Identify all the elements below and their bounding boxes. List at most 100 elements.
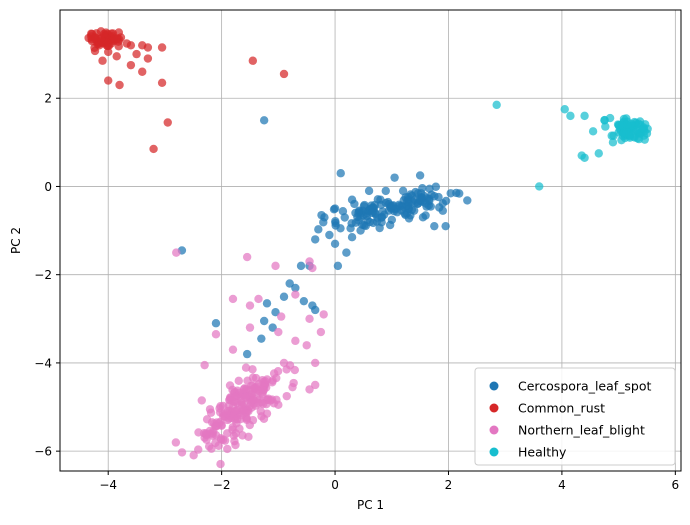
point-cercospora-leaf-spot bbox=[262, 299, 272, 308]
point-northern-leaf-blight bbox=[241, 363, 251, 372]
point-cercospora-leaf-spot bbox=[430, 192, 439, 201]
legend-marker-common-rust bbox=[489, 403, 499, 413]
point-cercospora-leaf-spot bbox=[257, 334, 266, 343]
point-cercospora-leaf-spot bbox=[407, 197, 417, 206]
point-northern-leaf-blight bbox=[247, 398, 256, 407]
point-northern-leaf-blight bbox=[177, 448, 187, 457]
point-cercospora-leaf-spot bbox=[319, 218, 328, 227]
legend: Cercospora_leaf_spot Common_rust Norther… bbox=[474, 367, 676, 466]
point-cercospora-leaf-spot bbox=[279, 292, 289, 301]
point-healthy bbox=[560, 105, 569, 114]
point-northern-leaf-blight bbox=[220, 436, 230, 445]
point-cercospora-leaf-spot bbox=[356, 213, 365, 222]
point-common-rust bbox=[115, 80, 124, 90]
legend-label-healthy: Healthy bbox=[518, 445, 567, 460]
point-common-rust bbox=[163, 118, 172, 127]
x-tick-label: 4 bbox=[558, 478, 566, 492]
point-cercospora-leaf-spot bbox=[242, 349, 252, 359]
point-northern-leaf-blight bbox=[239, 405, 248, 415]
point-northern-leaf-blight bbox=[290, 365, 300, 375]
point-common-rust bbox=[157, 43, 167, 52]
point-common-rust bbox=[98, 56, 107, 65]
point-cercospora-leaf-spot bbox=[271, 307, 280, 317]
point-common-rust bbox=[99, 37, 108, 47]
point-healthy bbox=[608, 138, 618, 147]
legend-label-cercospora: Cercospora_leaf_spot bbox=[518, 379, 652, 394]
point-northern-leaf-blight bbox=[197, 396, 206, 405]
point-cercospora-leaf-spot bbox=[285, 279, 294, 288]
point-healthy bbox=[588, 127, 598, 136]
point-northern-leaf-blight bbox=[200, 360, 209, 370]
point-healthy bbox=[617, 135, 626, 145]
point-northern-leaf-blight bbox=[189, 451, 198, 460]
point-cercospora-leaf-spot bbox=[347, 232, 357, 242]
point-cercospora-leaf-spot bbox=[401, 193, 410, 202]
point-cercospora-leaf-spot bbox=[418, 213, 428, 222]
y-tick-label: −2 bbox=[34, 268, 52, 282]
point-northern-leaf-blight bbox=[308, 263, 317, 273]
point-northern-leaf-blight bbox=[245, 420, 255, 430]
point-northern-leaf-blight bbox=[248, 365, 257, 374]
point-northern-leaf-blight bbox=[305, 385, 314, 394]
y-axis-label: PC 2 bbox=[9, 227, 23, 254]
point-healthy bbox=[625, 130, 634, 139]
point-northern-leaf-blight bbox=[194, 445, 203, 454]
point-cercospora-leaf-spot bbox=[347, 219, 356, 228]
point-healthy bbox=[601, 122, 610, 131]
point-healthy bbox=[622, 114, 631, 123]
point-cercospora-leaf-spot bbox=[385, 220, 395, 230]
point-cercospora-leaf-spot bbox=[342, 248, 351, 257]
point-northern-leaf-blight bbox=[241, 392, 250, 402]
point-cercospora-leaf-spot bbox=[211, 319, 221, 328]
point-northern-leaf-blight bbox=[274, 400, 283, 410]
point-common-rust bbox=[126, 60, 136, 70]
point-cercospora-leaf-spot bbox=[330, 239, 340, 249]
point-northern-leaf-blight bbox=[279, 358, 289, 368]
point-common-rust bbox=[109, 34, 119, 43]
point-northern-leaf-blight bbox=[214, 441, 223, 450]
point-healthy bbox=[492, 100, 501, 110]
point-cercospora-leaf-spot bbox=[331, 217, 340, 226]
point-common-rust bbox=[104, 76, 113, 85]
point-cercospora-leaf-spot bbox=[317, 210, 326, 220]
point-northern-leaf-blight bbox=[223, 444, 232, 454]
point-cercospora-leaf-spot bbox=[311, 235, 320, 244]
point-northern-leaf-blight bbox=[274, 327, 283, 337]
point-northern-leaf-blight bbox=[311, 358, 320, 368]
point-northern-leaf-blight bbox=[268, 376, 277, 385]
x-tick-label: −2 bbox=[213, 478, 231, 492]
point-common-rust bbox=[248, 56, 258, 65]
x-tick-label: 0 bbox=[331, 478, 339, 492]
point-common-rust bbox=[86, 32, 96, 41]
point-northern-leaf-blight bbox=[171, 438, 181, 447]
point-northern-leaf-blight bbox=[245, 323, 255, 332]
point-northern-leaf-blight bbox=[222, 409, 231, 418]
point-northern-leaf-blight bbox=[244, 432, 253, 442]
point-northern-leaf-blight bbox=[311, 380, 320, 390]
point-northern-leaf-blight bbox=[194, 428, 203, 437]
point-northern-leaf-blight bbox=[288, 382, 297, 392]
x-tick-label: −4 bbox=[99, 478, 117, 492]
data-points bbox=[84, 27, 652, 469]
point-cercospora-leaf-spot bbox=[381, 186, 390, 196]
point-northern-leaf-blight bbox=[208, 431, 217, 440]
point-healthy bbox=[623, 120, 632, 129]
point-cercospora-leaf-spot bbox=[452, 188, 461, 198]
point-cercospora-leaf-spot bbox=[438, 199, 448, 208]
point-northern-leaf-blight bbox=[245, 301, 255, 310]
point-northern-leaf-blight bbox=[269, 369, 279, 378]
point-common-rust bbox=[132, 49, 141, 59]
legend-marker-northern-leaf-blight bbox=[489, 425, 499, 435]
point-cercospora-leaf-spot bbox=[384, 199, 394, 209]
point-healthy bbox=[607, 131, 616, 140]
legend-marker-cercospora bbox=[489, 381, 499, 391]
point-healthy bbox=[566, 111, 575, 121]
point-northern-leaf-blight bbox=[216, 459, 225, 469]
point-common-rust bbox=[143, 43, 153, 52]
point-northern-leaf-blight bbox=[201, 429, 211, 438]
point-cercospora-leaf-spot bbox=[401, 210, 410, 220]
point-common-rust bbox=[138, 67, 147, 76]
point-healthy bbox=[642, 129, 652, 138]
point-common-rust bbox=[149, 144, 158, 154]
